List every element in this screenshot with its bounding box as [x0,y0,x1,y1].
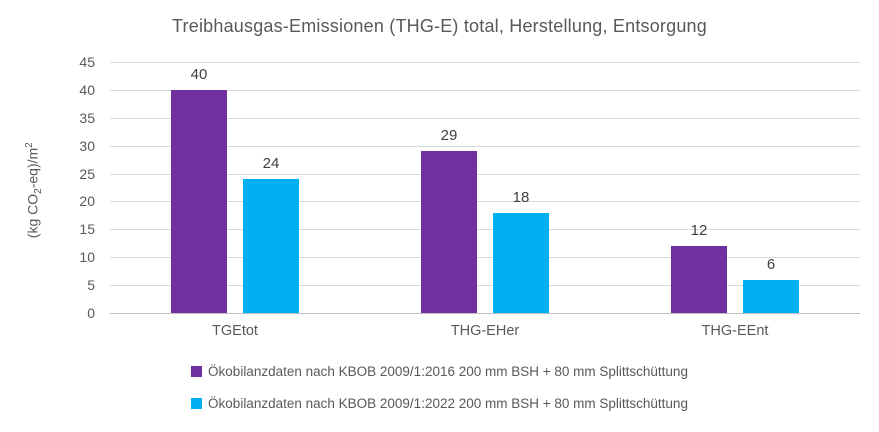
y-gridline [110,201,860,202]
y-gridline [110,257,860,258]
bar-value-label: 6 [766,256,776,273]
y-gridline [110,90,860,91]
bar-series1-tgetot [171,90,227,313]
y-gridline [110,174,860,175]
y-tick-label: 5 [87,277,95,293]
legend-swatch-icon [191,366,203,377]
y-tick-label: 45 [79,54,95,70]
y-tick-label: 0 [87,305,95,321]
bar-series2-tgetot [243,179,299,313]
bar-value-label: 40 [190,66,208,83]
legend-item-2: Ökobilanzdaten nach KBOB 2009/1:2022 200… [191,393,688,414]
y-tick-label: 25 [79,166,95,182]
bar-value-label: 29 [440,127,458,144]
legend-swatch-icon [191,398,203,409]
bar-series2-thg-eent [743,280,799,313]
bar-series2-thg-eher [493,213,549,313]
bar-series1-thg-eent [671,246,727,313]
y-tick-label: 15 [79,221,95,237]
y-tick-label: 30 [79,138,95,154]
bar-value-label: 18 [512,189,530,206]
y-tick-label: 40 [79,82,95,98]
bar-series1-thg-eher [421,151,477,313]
bar-value-label: 12 [690,222,708,239]
y-gridline [110,229,860,230]
legend-label: Ökobilanzdaten nach KBOB 2009/1:2016 200… [208,364,688,379]
x-axis-category-label: THG-EHer [450,323,520,339]
bar-value-label: 24 [262,155,280,172]
y-tick-label: 10 [79,249,95,265]
y-gridline [110,118,860,119]
legend-label: Ökobilanzdaten nach KBOB 2009/1:2022 200… [208,396,688,411]
y-gridline [110,146,860,147]
y-gridline [110,285,860,286]
legend: Ökobilanzdaten nach KBOB 2009/1:2016 200… [0,361,879,414]
chart-title: Treibhausgas-Emissionen (THG-E) total, H… [172,16,707,36]
x-axis-category-label: TGEtot [212,323,258,339]
x-axis-line [110,313,860,314]
y-gridline [110,62,860,63]
y-tick-label: 20 [79,193,95,209]
legend-item-1: Ökobilanzdaten nach KBOB 2009/1:2016 200… [191,361,688,382]
y-tick-label: 35 [79,110,95,126]
x-axis-category-label: THG-EEnt [701,323,769,339]
